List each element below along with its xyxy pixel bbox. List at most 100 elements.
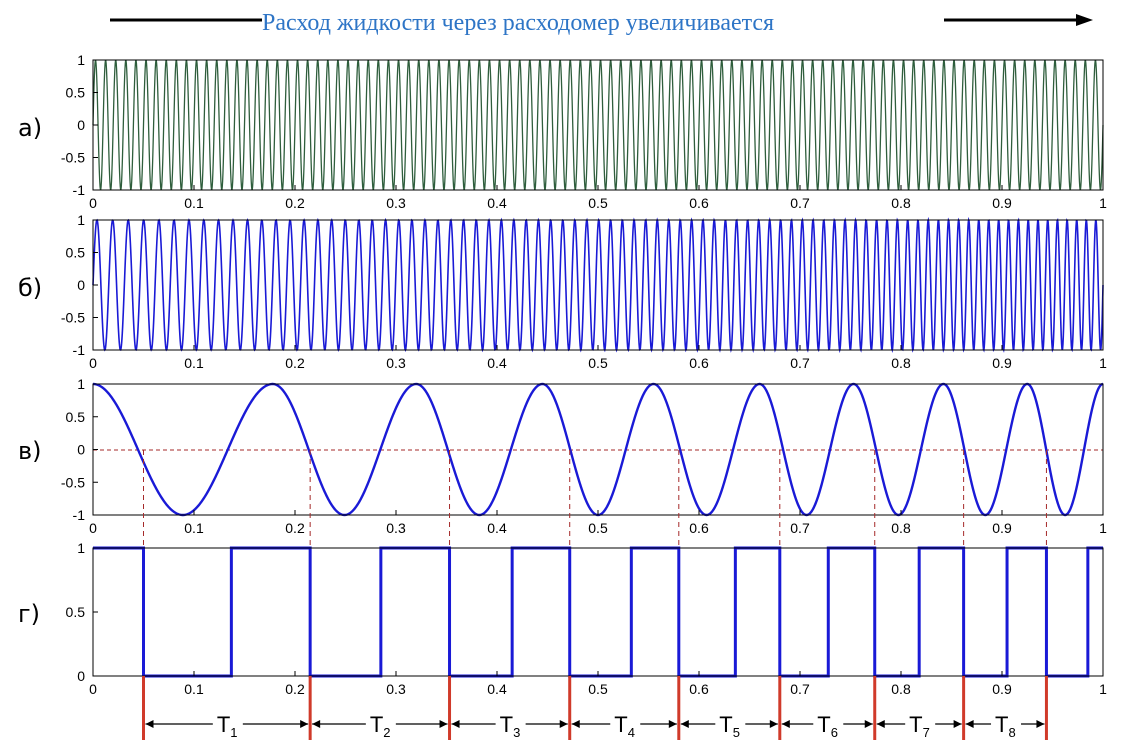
x-ticks-c: 0 0.1 0.2 0.3 0.4 0.5 0.6 0.7 0.8 0.9 1 (89, 510, 1107, 536)
x-tick-label: 0.1 (184, 195, 204, 211)
y-tick-label: 1 (77, 212, 85, 228)
period-label-bg (905, 710, 936, 736)
x-tick-label: 0.6 (689, 681, 709, 697)
panel-a: а) 1 0.5 0 -0.5 -1 0 0.1 0.2 0.3 0.4 0.5 0.6 0.7 0.8… (18, 52, 1107, 211)
period-label: T5 (719, 712, 740, 740)
x-tick-label: 0.1 (184, 355, 204, 371)
y-tick-label: 0 (77, 117, 85, 133)
period-label-bg (813, 710, 844, 736)
panel-label-a: а) (18, 114, 42, 142)
panel-label-c: в) (18, 437, 42, 465)
x-tick-label: 0.1 (184, 520, 204, 536)
x-tick-label: 1 (1099, 195, 1107, 211)
y-tick-label: 0.5 (66, 245, 86, 261)
arrow-right-icon (864, 720, 873, 728)
x-tick-label: 0.7 (790, 355, 810, 371)
panel-d: г) 10.50 0 0.1 0.2 0.3 0.4 0.5 0.6 0.7 0.8 0.9 1 (18, 540, 1107, 697)
x-tick-label: 0.5 (588, 681, 608, 697)
y-tick-label: 1 (77, 52, 85, 68)
x-tick-label: 0.7 (790, 195, 810, 211)
panel-label-b: б) (18, 274, 42, 302)
x-tick-label: 0.5 (588, 355, 608, 371)
y-ticks-a: 1 0.5 0 -0.5 -1 (61, 52, 98, 198)
arrow-right-icon (1036, 720, 1045, 728)
crossing-connectors (143, 450, 1047, 676)
period-label-bg (212, 710, 243, 736)
period-label: T4 (614, 712, 635, 740)
header-title: Расход жидкости через расходомер увеличи… (262, 10, 774, 36)
x-tick-label: 0.1 (184, 681, 204, 697)
x-tick-label: 1 (1099, 681, 1107, 697)
arrow-right-icon (300, 720, 309, 728)
period-label: T2 (370, 712, 391, 740)
panel-c: в) 1 0.5 0 -0.5 -1 0 0.1 0.2 0.3 0.4 0.5 0.6 0.7 0.8… (18, 376, 1107, 536)
x-tick-label: 0.4 (487, 195, 507, 211)
y-ticks-b: 1 0.5 0 -0.5 -1 (61, 212, 98, 358)
x-tick-label: 0.2 (285, 355, 305, 371)
y-tick-label: -1 (73, 342, 86, 358)
arrow-left-icon (680, 720, 689, 728)
x-tick-label: 0.7 (790, 681, 810, 697)
period-label: T8 (995, 712, 1016, 740)
x-tick-label: 0.4 (487, 681, 507, 697)
arrow-left-icon (876, 720, 885, 728)
x-tick-label: 0 (89, 355, 97, 371)
x-tick-label: 0.8 (891, 681, 911, 697)
y-ticks-c: 1 0.5 0 -0.5 -1 (61, 376, 98, 523)
signal-d-line (93, 546, 1103, 678)
x-tick-label: 0.9 (992, 520, 1012, 536)
arrow-right-icon (1076, 14, 1093, 26)
x-tick-label: 0.7 (790, 520, 810, 536)
signal-a-line (92, 59, 1104, 191)
arrow-right-icon (559, 720, 568, 728)
y-tick-label: 0.5 (66, 604, 86, 620)
period-label-bg (610, 710, 641, 736)
x-tick-label: 0 (89, 520, 97, 536)
arrow-left-icon (965, 720, 974, 728)
y-tick-label: 0.5 (66, 409, 86, 425)
arrow-right-icon (769, 720, 778, 728)
period-label-bg (991, 710, 1022, 736)
x-ticks-a: 0 0.1 0.2 0.3 0.4 0.5 0.6 0.7 0.8 0.9 1 (89, 185, 1107, 211)
signal-b (92, 216, 1104, 354)
x-tick-label: 0.3 (386, 355, 406, 371)
x-tick-label: 0 (89, 681, 97, 697)
x-tick-label: 0.3 (386, 520, 406, 536)
y-tick-label: 0 (77, 277, 85, 293)
period-label: T1 (217, 712, 238, 740)
arrow-right-icon (953, 720, 962, 728)
panel-b: б) 1 0.5 0 -0.5 -1 0 0.1 0.2 0.3 0.4 0.5 0.6 0.7 0.8… (18, 212, 1107, 371)
x-tick-label: 0.2 (285, 520, 305, 536)
x-tick-label: 0.3 (386, 681, 406, 697)
x-tick-label: 0.6 (689, 195, 709, 211)
period-markers: T1 T2 T3 T4 T5 T6 T7 T8 (142, 676, 1048, 740)
x-tick-label: 0.4 (487, 355, 507, 371)
y-tick-label: -0.5 (61, 474, 85, 490)
period-label-bg (495, 710, 526, 736)
x-tick-label: 0.8 (891, 355, 911, 371)
y-tick-label: 1 (77, 376, 85, 392)
axes-frame-d (92, 547, 1104, 677)
x-ticks-b: 0 0.1 0.2 0.3 0.4 0.5 0.6 0.7 0.8 0.9 1 (89, 345, 1107, 371)
x-tick-label: 1 (1099, 355, 1107, 371)
period-label-bg (715, 710, 746, 736)
arrow-left-icon (571, 720, 580, 728)
x-tick-label: 0.2 (285, 195, 305, 211)
y-tick-label: 0 (77, 668, 85, 684)
y-ticks-d: 10.50 (66, 540, 98, 684)
x-tick-label: 0.9 (992, 681, 1012, 697)
arrow-left-icon (145, 720, 154, 728)
signal-b-line (92, 216, 1104, 354)
arrow-left-icon (312, 720, 321, 728)
y-tick-label: 0 (77, 442, 85, 458)
arrow-right-icon (439, 720, 448, 728)
signal-d (93, 546, 1103, 678)
x-tick-label: 0.6 (689, 355, 709, 371)
x-tick-label: 0.3 (386, 195, 406, 211)
y-tick-label: 1 (77, 540, 85, 556)
x-tick-label: 0.5 (588, 520, 608, 536)
arrow-left-icon (451, 720, 460, 728)
y-tick-label: -1 (73, 507, 86, 523)
period-label-bg (365, 710, 396, 736)
